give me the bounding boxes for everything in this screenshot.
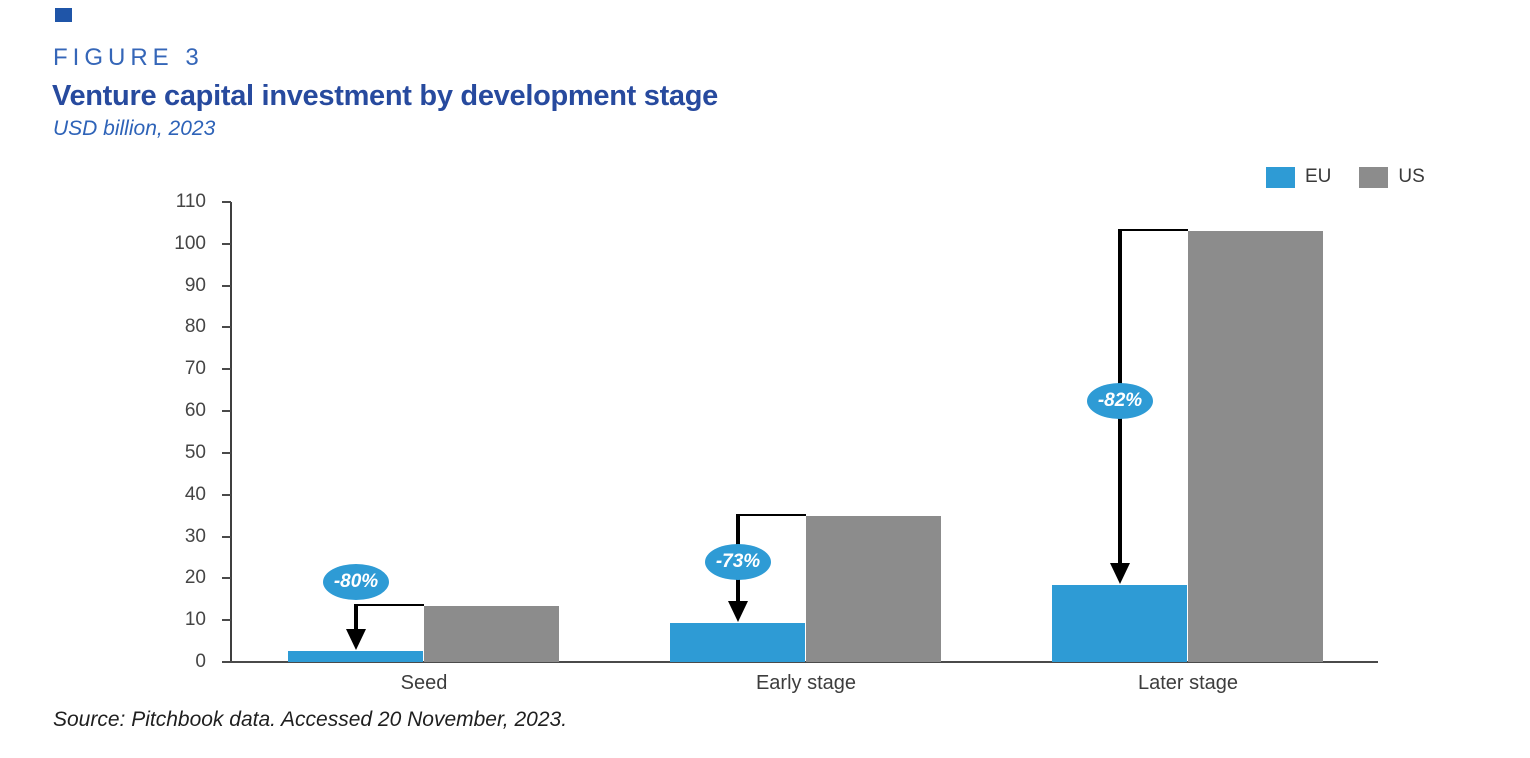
y-axis-tick xyxy=(222,284,231,287)
chart-legend: EU US xyxy=(1266,166,1443,188)
annotation-arrowhead-early-stage xyxy=(728,600,748,622)
y-axis-tick xyxy=(222,577,231,580)
y-axis-tick-label: 40 xyxy=(184,483,206,505)
legend-label-us: US xyxy=(1398,166,1425,187)
bar-eu-early-stage xyxy=(670,622,805,662)
annotation-arrowhead-later-stage xyxy=(1110,563,1130,585)
y-axis-tick xyxy=(222,368,231,371)
annotation-line-early-stage xyxy=(736,514,806,517)
annotation-badge-early-stage: -73% xyxy=(705,544,771,581)
y-axis-tick-label: 110 xyxy=(175,191,206,212)
x-axis-label-later-stage: Later stage xyxy=(1137,672,1239,694)
y-axis-line xyxy=(230,202,232,663)
y-axis-tick-label: 100 xyxy=(174,232,206,254)
bar-us-seed xyxy=(424,605,559,662)
figure-title: Venture capital investment by developmen… xyxy=(52,80,718,112)
bar-us-later-stage xyxy=(1188,231,1323,662)
annotation-arrowhead-seed xyxy=(346,629,366,651)
y-axis-tick-label: 50 xyxy=(184,441,206,463)
x-axis-line xyxy=(222,661,1378,663)
legend-label-eu: EU xyxy=(1305,166,1332,187)
y-axis-tick-label: 90 xyxy=(184,274,206,296)
annotation-badge-seed: -80% xyxy=(323,563,389,600)
y-axis-tick-label: 20 xyxy=(184,567,206,589)
y-axis-tick xyxy=(222,493,231,496)
bar-eu-later-stage xyxy=(1052,585,1187,662)
y-axis-tick-label: 10 xyxy=(184,609,206,631)
annotation-line-seed xyxy=(354,603,424,606)
y-axis-tick-label: 0 xyxy=(195,651,206,672)
y-axis-tick xyxy=(222,201,231,203)
legend-swatch-eu xyxy=(1266,166,1295,188)
bar-us-early-stage xyxy=(806,516,941,662)
legend-swatch-us xyxy=(1359,166,1389,188)
figure-number-label: FIGURE 3 xyxy=(53,44,204,71)
y-axis-tick xyxy=(222,535,231,538)
y-axis-tick-label: 80 xyxy=(184,316,206,338)
annotation-badge-later-stage: -82% xyxy=(1087,383,1153,420)
y-axis-tick xyxy=(222,451,231,454)
figure-subtitle: USD billion, 2023 xyxy=(53,117,216,140)
y-axis-tick-label: 30 xyxy=(184,525,206,547)
annotation-arrow-shaft-seed xyxy=(354,605,358,631)
y-axis-tick xyxy=(222,326,231,329)
source-note: Source: Pitchbook data. Accessed 20 Nove… xyxy=(53,708,568,731)
bar-eu-seed xyxy=(288,651,423,662)
y-axis-tick xyxy=(222,242,231,245)
annotation-line-later-stage xyxy=(1118,229,1188,232)
y-axis-tick xyxy=(222,410,231,413)
y-axis-tick xyxy=(222,619,231,622)
y-axis-tick-label: 60 xyxy=(184,400,206,422)
y-axis-tick-label: 70 xyxy=(184,358,206,380)
x-axis-label-early-stage: Early stage xyxy=(755,672,857,694)
accent-square-decoration xyxy=(55,8,72,22)
x-axis-label-seed: Seed xyxy=(400,672,448,694)
